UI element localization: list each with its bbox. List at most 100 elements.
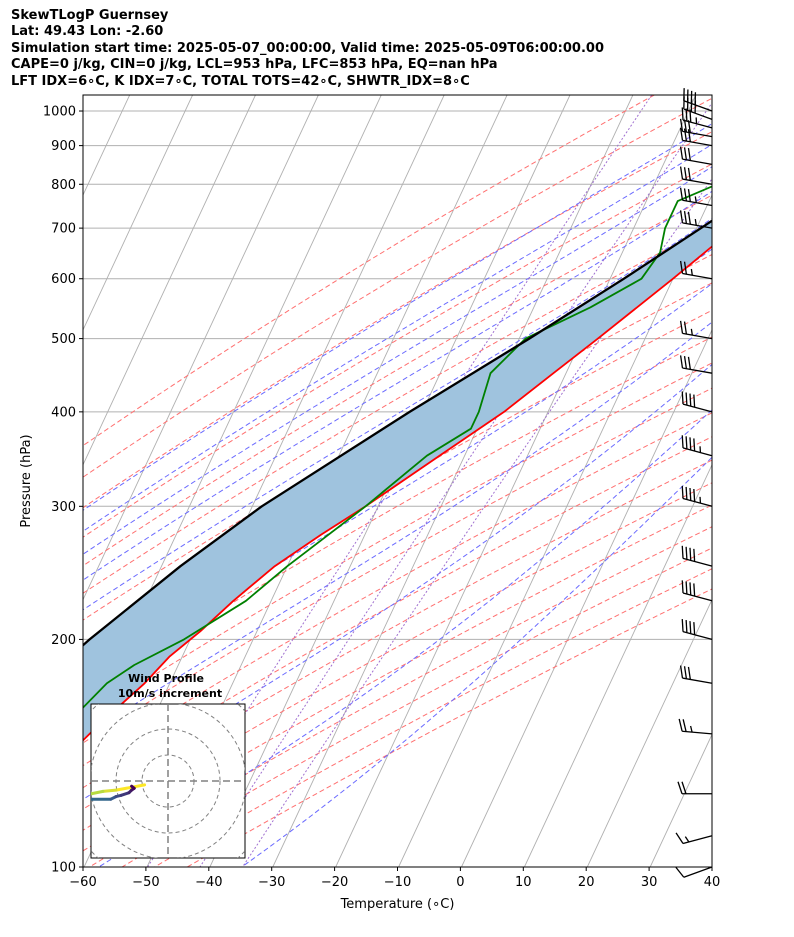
barb-staff xyxy=(682,158,713,166)
barb-staff xyxy=(682,332,713,340)
isotherm-line xyxy=(398,194,712,867)
moist-adiabat xyxy=(83,217,712,611)
hodograph-trace xyxy=(114,783,147,792)
barb-feather xyxy=(689,547,692,561)
barb-staff xyxy=(682,730,713,735)
barb-feather xyxy=(683,119,688,133)
parcel-line xyxy=(83,219,712,647)
barb-feather xyxy=(683,261,688,275)
mixing-ratio-line xyxy=(242,177,712,867)
barb-feather xyxy=(679,166,684,180)
isotherm-line xyxy=(0,95,4,867)
barb-feather xyxy=(681,545,684,559)
barb-staff xyxy=(682,447,713,457)
hodograph-trace xyxy=(130,784,136,790)
dry-adiabat xyxy=(89,526,712,867)
barb-feather xyxy=(675,866,685,878)
barb-feather xyxy=(685,108,688,122)
barb-staff xyxy=(683,866,713,878)
dry-adiabat xyxy=(83,194,712,567)
wind-barb xyxy=(681,618,713,641)
y-tick-label: 900 xyxy=(51,139,76,154)
barb-staff xyxy=(682,367,713,374)
moist-adiabat xyxy=(241,456,712,867)
wind-barb xyxy=(679,166,713,185)
time-line: Simulation start time: 2025-05-07_00:00:… xyxy=(11,40,604,56)
barb-feather xyxy=(681,435,684,448)
barb-half-feather xyxy=(684,836,690,843)
barb-feather xyxy=(685,392,688,406)
y-tick-label: 1000 xyxy=(43,105,76,120)
hodograph-trace xyxy=(43,802,61,807)
x-tick-label: −10 xyxy=(384,875,411,890)
barb-feather xyxy=(675,832,684,844)
mixing-ratio-line xyxy=(147,95,653,867)
wind-barb xyxy=(679,146,713,166)
mixing-ratio-line xyxy=(199,102,712,867)
hodograph-trace xyxy=(91,798,92,801)
barb-feather xyxy=(693,548,696,562)
dry-adiabat xyxy=(83,362,712,721)
barb-staff xyxy=(682,592,713,602)
chart-title: SkewTLogP Guernsey xyxy=(11,8,169,23)
x-tick-label: −50 xyxy=(132,875,159,890)
isotherm-line xyxy=(776,95,794,867)
barb-half-feather xyxy=(694,218,697,226)
barb-feather xyxy=(693,488,696,502)
dry-adiabat xyxy=(83,97,712,478)
wind-barbs xyxy=(675,88,713,878)
barb-half-feather xyxy=(689,725,693,733)
barb-feather xyxy=(687,189,691,202)
barb-feather xyxy=(683,188,688,202)
x-tick-label: 10 xyxy=(515,875,532,890)
barb-feather xyxy=(679,260,684,274)
barb-feather xyxy=(681,107,684,121)
isotherm-line xyxy=(83,95,256,466)
wind-barb xyxy=(679,127,713,147)
barb-feather xyxy=(679,665,684,679)
barb-feather xyxy=(683,210,688,224)
moist-adiabat xyxy=(83,123,712,511)
barb-feather xyxy=(683,128,688,142)
dry-adiabat xyxy=(83,163,712,538)
hodograph xyxy=(43,704,245,858)
barb-feather xyxy=(681,391,684,405)
wind-barb xyxy=(681,107,713,129)
barb-feather xyxy=(683,666,688,679)
barb-feather xyxy=(683,147,688,160)
hodograph-subtitle: 10m/s increment xyxy=(118,687,222,700)
barb-feather xyxy=(681,781,687,794)
chart-header: SkewTLogP Guernsey Lat: 49.43 Lon: -2.60… xyxy=(11,8,604,90)
y-tick-label: 400 xyxy=(51,405,76,420)
wind-barb xyxy=(678,718,713,735)
x-tick-label: 20 xyxy=(578,875,595,890)
location-line: Lat: 49.43 Lon: -2.60 xyxy=(11,24,164,40)
barb-staff xyxy=(682,119,713,129)
dry-adiabat xyxy=(83,336,712,697)
wind-barb xyxy=(679,355,713,374)
barb-staff xyxy=(682,199,713,207)
barb-feather xyxy=(693,394,696,408)
moist-adiabat xyxy=(83,363,712,800)
barb-feather xyxy=(687,167,691,181)
wind-barb xyxy=(679,210,713,229)
isotherm-line xyxy=(272,95,634,867)
wind-barb xyxy=(679,260,713,280)
wind-barb xyxy=(681,391,713,413)
axis-ticks: −60 −50 −40 −30 −20 −10 0 10 20 30 40 100 200 300 400 5… xyxy=(43,105,720,890)
cape-line: CAPE=0 j/kg, CIN=0 j/kg, LCL=953 hPa, LF… xyxy=(11,57,498,73)
dry-adiabat xyxy=(83,482,712,831)
barb-feather xyxy=(687,356,691,370)
barb-feather xyxy=(679,210,684,224)
wind-barb xyxy=(679,320,713,340)
index-line: LFT IDX=6∘C, K IDX=7∘C, TOTAL TOTS=42∘C,… xyxy=(11,73,470,89)
wind-barb xyxy=(675,832,713,845)
barb-staff xyxy=(682,178,713,185)
barb-half-feather xyxy=(690,328,693,336)
barb-feather xyxy=(683,167,688,180)
barb-staff xyxy=(682,835,713,845)
moist-adiabat xyxy=(83,282,712,687)
y-tick-label: 300 xyxy=(51,500,76,515)
barb-feather xyxy=(677,781,683,794)
